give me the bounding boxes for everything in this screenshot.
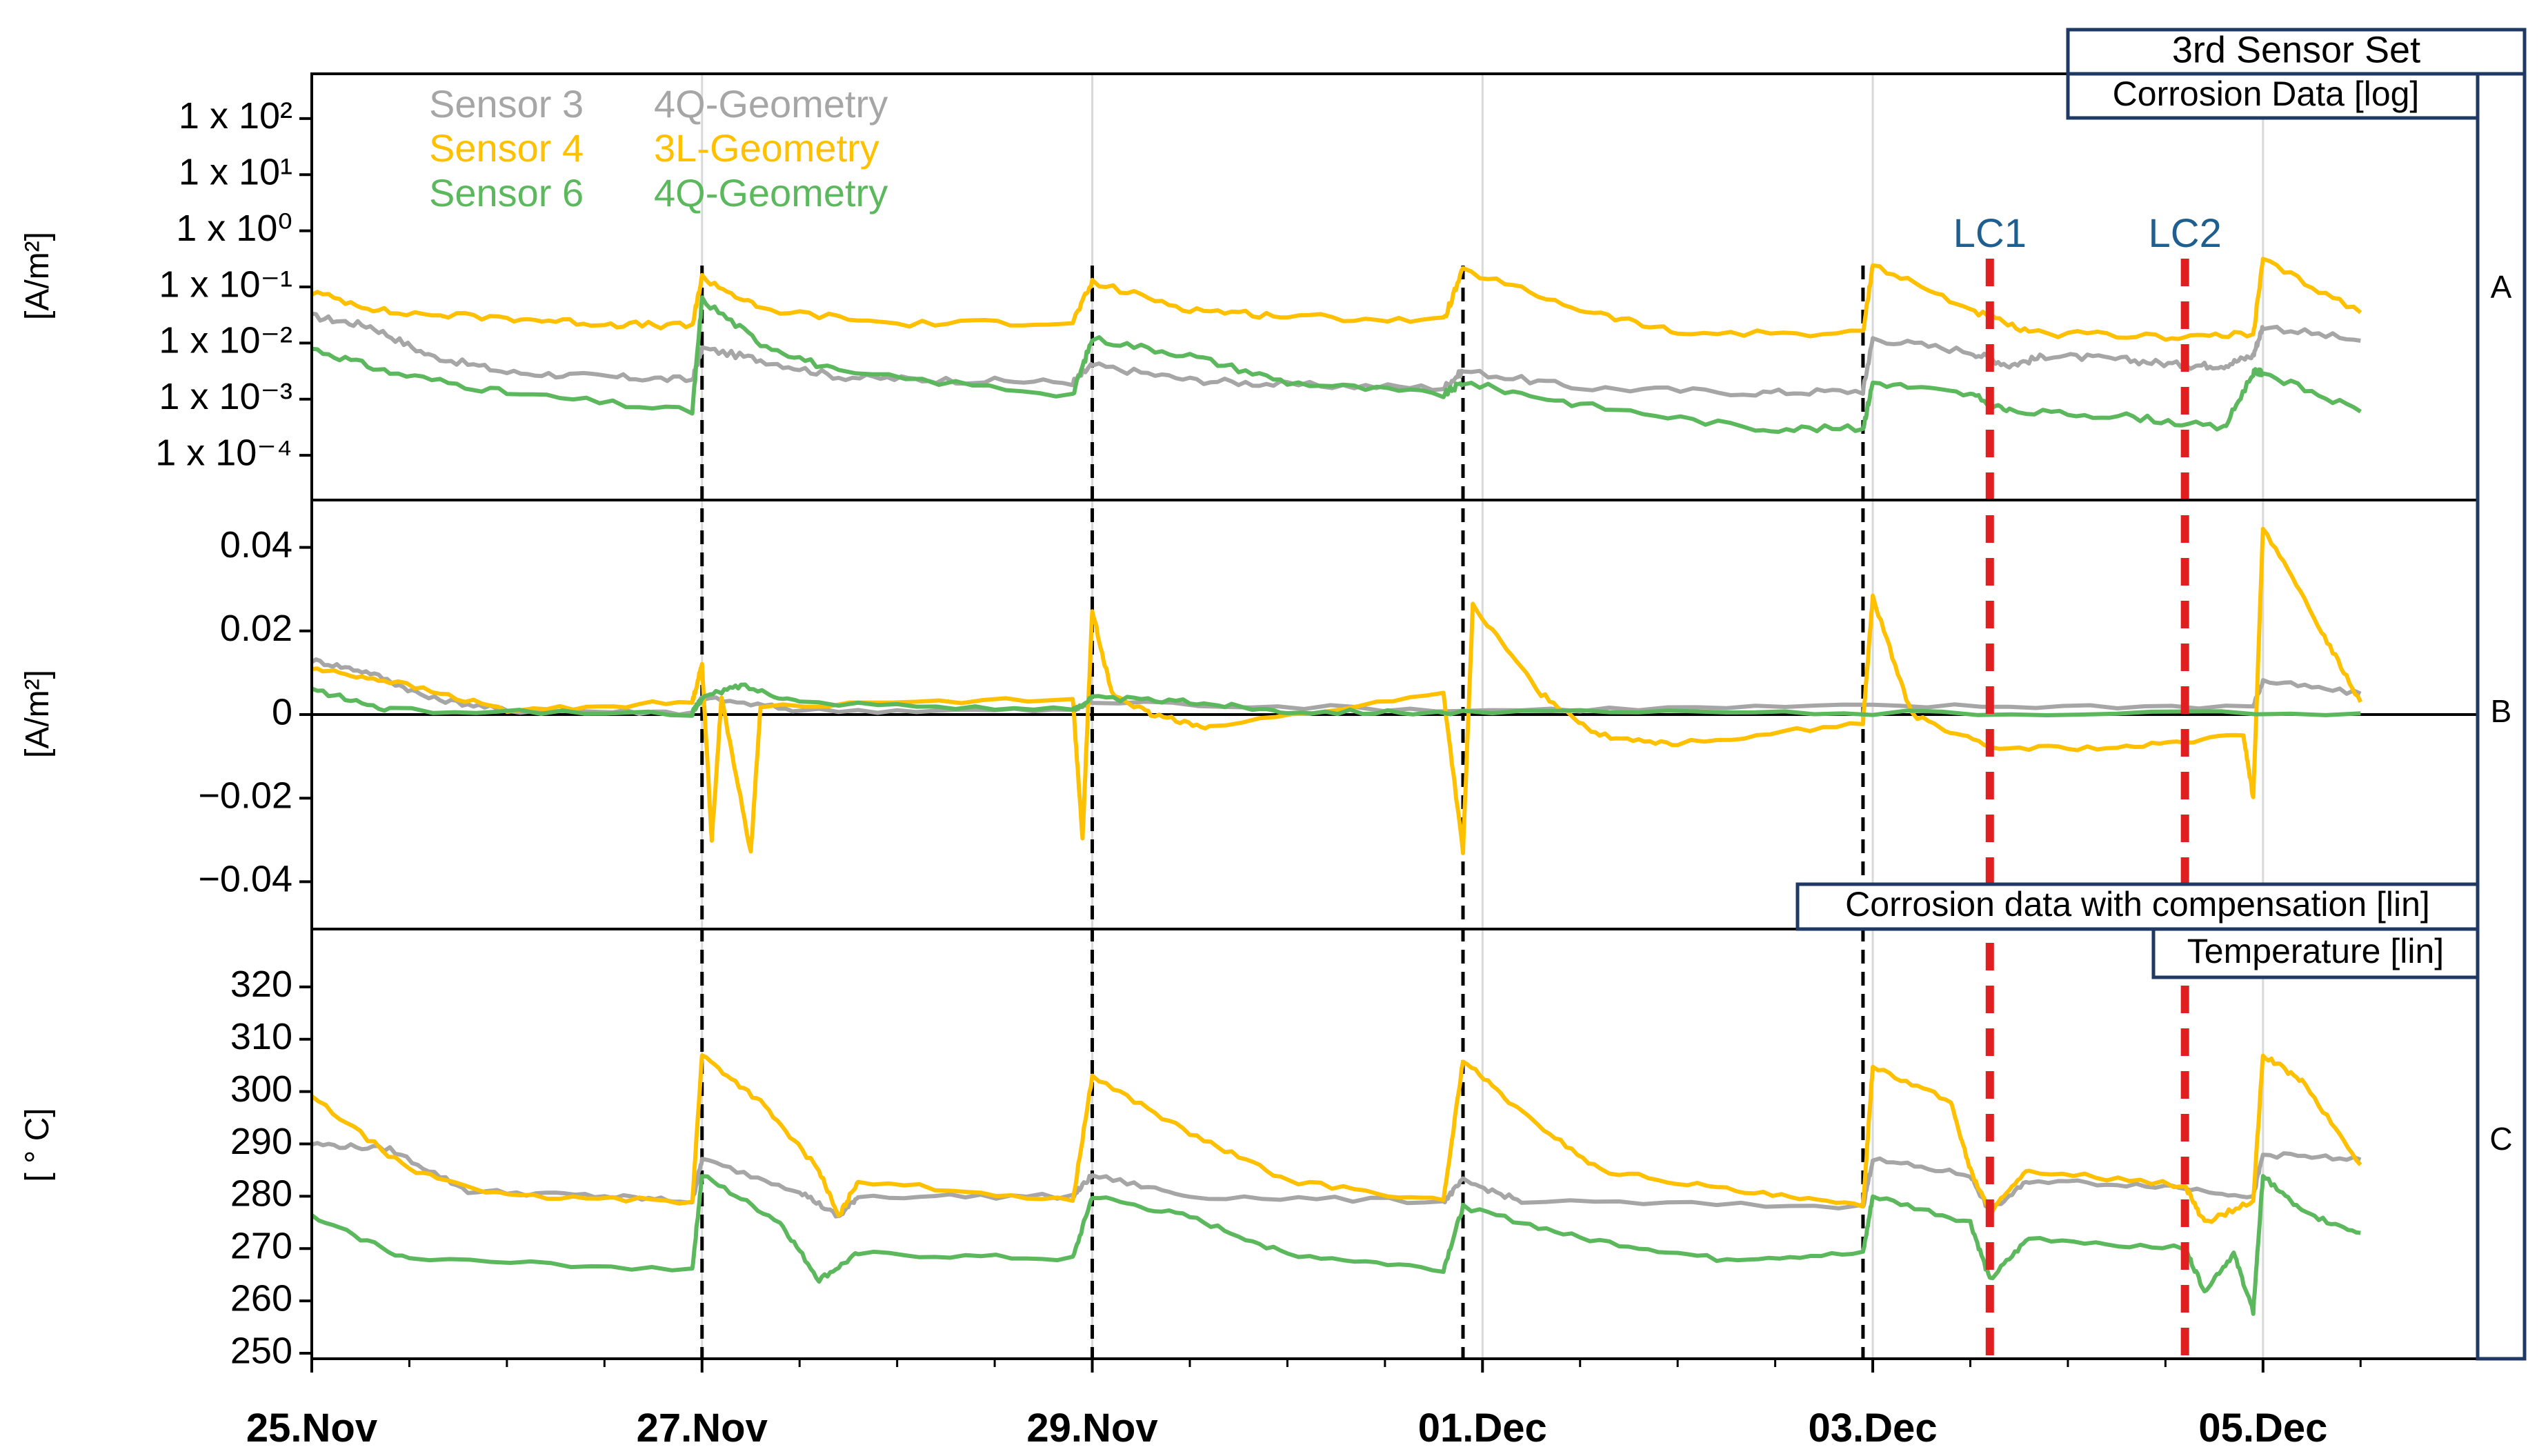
panel-c-title-box: Temperature [lin]	[2151, 927, 2480, 979]
y-tick-label-b-4: −0.04	[198, 859, 292, 900]
y-tick-label-a-6: 1 x 10⁻⁴	[155, 432, 292, 473]
series-c-sensor-6	[310, 1174, 2361, 1316]
y-tick-label-a-0: 1 x 10²	[179, 95, 292, 137]
y-tick-label-c-0: 320	[230, 964, 292, 1005]
legend-sensor-3: Sensor 3	[429, 82, 584, 126]
set-title: 3rd Sensor Set	[2172, 29, 2420, 70]
series-layer	[310, 257, 2363, 1359]
series-c-sensor-4	[310, 1053, 2362, 1224]
series-a-sensor-3	[311, 311, 2361, 398]
lc2-label: LC2	[2148, 211, 2221, 256]
ylabel-a: [A/m²]	[19, 232, 56, 320]
series-a-sensor-6	[311, 295, 2362, 435]
x-tick-label-4: 03.Dec	[1809, 1406, 1938, 1450]
y-tick-label-b-3: −0.02	[198, 775, 292, 816]
set-title-box: 3rd Sensor Set	[2066, 28, 2527, 76]
y-ticks: 1 x 10² 1 x 10¹ 1 x 10⁰ 1 x 10⁻¹ 1 x 10⁻² 1 x…	[155, 95, 312, 1371]
y-tick-label-b-1: 0.02	[220, 608, 292, 649]
y-tick-label-c-6: 260	[230, 1277, 292, 1319]
panel-b-title: Corrosion data with compensation [lin]	[1845, 885, 2430, 924]
series-b-sensor-4	[311, 526, 2363, 855]
panel-frame-c	[310, 928, 2479, 1360]
x-tick-label-2: 29.Nov	[1026, 1406, 1157, 1450]
y-tick-label-c-2: 300	[230, 1068, 292, 1110]
y-tick-label-a-2: 1 x 10⁰	[176, 208, 292, 249]
lc1-label: LC1	[1953, 211, 2027, 256]
ylabel-c: [ ° C]	[19, 1108, 56, 1181]
x-ticks: 25.Nov 27.Nov 29.Nov 01.Dec 03.Dec 05.Dec	[246, 1359, 2362, 1450]
series-b-sensor-3	[310, 657, 2362, 717]
panel-a-title: Corrosion Data [log]	[2113, 74, 2420, 113]
legend-geometry-6: 4Q-Geometry	[654, 171, 888, 215]
y-tick-label-b-2: 0	[272, 691, 292, 732]
panel-frame-a	[310, 72, 2479, 501]
y-tick-label-c-5: 270	[230, 1226, 292, 1267]
y-tick-label-a-4: 1 x 10⁻²	[159, 320, 292, 361]
y-tick-label-a-3: 1 x 10⁻¹	[159, 263, 292, 305]
x-tick-label-0: 25.Nov	[246, 1406, 377, 1450]
y-tick-label-a-5: 1 x 10⁻³	[159, 376, 292, 417]
panel-label-b: B	[2491, 693, 2512, 729]
y-tick-label-b-0: 0.04	[220, 524, 292, 566]
series-b-sensor-6	[310, 682, 2361, 718]
y-tick-label-c-7: 250	[230, 1330, 292, 1371]
panel-label-a: A	[2491, 269, 2512, 305]
y-tick-label-c-4: 280	[230, 1173, 292, 1215]
ylabel-b: [A/m²]	[19, 670, 56, 758]
panel-a-title-box: Corrosion Data [log]	[2066, 72, 2480, 120]
legend: Sensor 3 4Q-Geometry Sensor 4 3L-Geometr…	[429, 82, 888, 215]
legend-geometry-3: 4Q-Geometry	[654, 82, 888, 126]
panel-c-title: Temperature [lin]	[2187, 932, 2444, 970]
x-tick-label-5: 05.Dec	[2198, 1406, 2327, 1450]
panel-b-title-box: Corrosion data with compensation [lin]	[1795, 882, 2480, 931]
legend-sensor-4: Sensor 4	[429, 126, 584, 170]
x-tick-label-1: 27.Nov	[637, 1406, 768, 1450]
legend-sensor-6: Sensor 6	[429, 171, 584, 215]
series-c-sensor-3	[311, 1141, 2362, 1219]
y-tick-label-c-3: 290	[230, 1121, 292, 1162]
y-tick-label-c-1: 310	[230, 1016, 292, 1057]
legend-geometry-4: 3L-Geometry	[654, 126, 879, 170]
panel-label-c: C	[2489, 1121, 2512, 1157]
panel-frames	[310, 72, 2479, 1360]
x-tick-label-3: 01.Dec	[1418, 1406, 1547, 1450]
series-a-sensor-4	[310, 257, 2362, 342]
y-tick-label-a-1: 1 x 10¹	[179, 152, 292, 193]
gridlines	[310, 74, 2478, 1359]
